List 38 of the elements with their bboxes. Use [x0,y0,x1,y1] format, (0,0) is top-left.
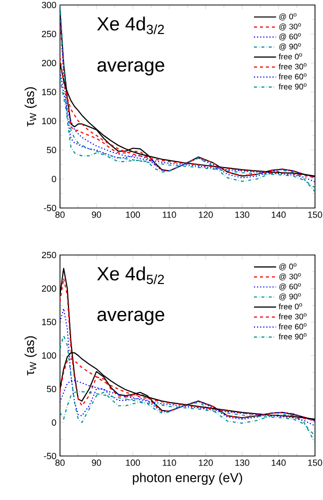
x-tick-label: 110 [162,212,176,218]
text: average [97,61,164,76]
text: Xe 4d$_{3/2}$ [97,16,164,34]
x-tick-label: 120 [198,460,213,466]
y-tick-label: 300 [42,2,56,8]
x-axis-title: photon energy (eV) [132,472,242,485]
x-tick-label: 150 [308,212,322,218]
y-tick-label: 0 [52,419,56,426]
x-tick-label: 130 [235,212,250,218]
x-tick-label: 120 [198,212,213,218]
x-tick-label: 110 [162,460,176,466]
y-tick-label: 200 [42,285,56,292]
y-tick-label: 150 [42,318,56,326]
y-axis-title: τ$_{W}$ (as) [24,336,37,376]
text: Xe 4d$_{5/2}$ [97,266,164,284]
x-tick-label: 100 [126,460,140,466]
y-tick-label: -50 [44,204,56,212]
y-tick-label: 100 [42,352,56,359]
y-tick-label: 50 [46,146,56,154]
y-tick-label: 100 [42,118,56,124]
y-tick-label: 150 [42,88,56,96]
x-tick-label: 150 [308,460,322,466]
x-tick-label: 130 [235,460,250,466]
text: average [97,310,164,325]
x-tick-label: 90 [92,212,102,218]
y-tick-label: -50 [44,452,56,460]
y-tick-label: 250 [42,30,56,38]
x-tick-label: 80 [55,460,65,466]
x-tick-label: 100 [126,212,140,218]
x-tick-label: 140 [272,212,286,218]
y-axis-title: τ$_{W}$ (as) [24,87,37,126]
y-tick-label: 0 [52,176,56,182]
y-tick-label: 50 [46,386,56,392]
x-tick-label: 90 [92,460,102,466]
x-tick-label: 140 [272,460,286,466]
x-tick-label: 80 [55,212,65,218]
y-tick-label: 200 [42,60,56,66]
y-tick-label: 250 [42,252,56,258]
